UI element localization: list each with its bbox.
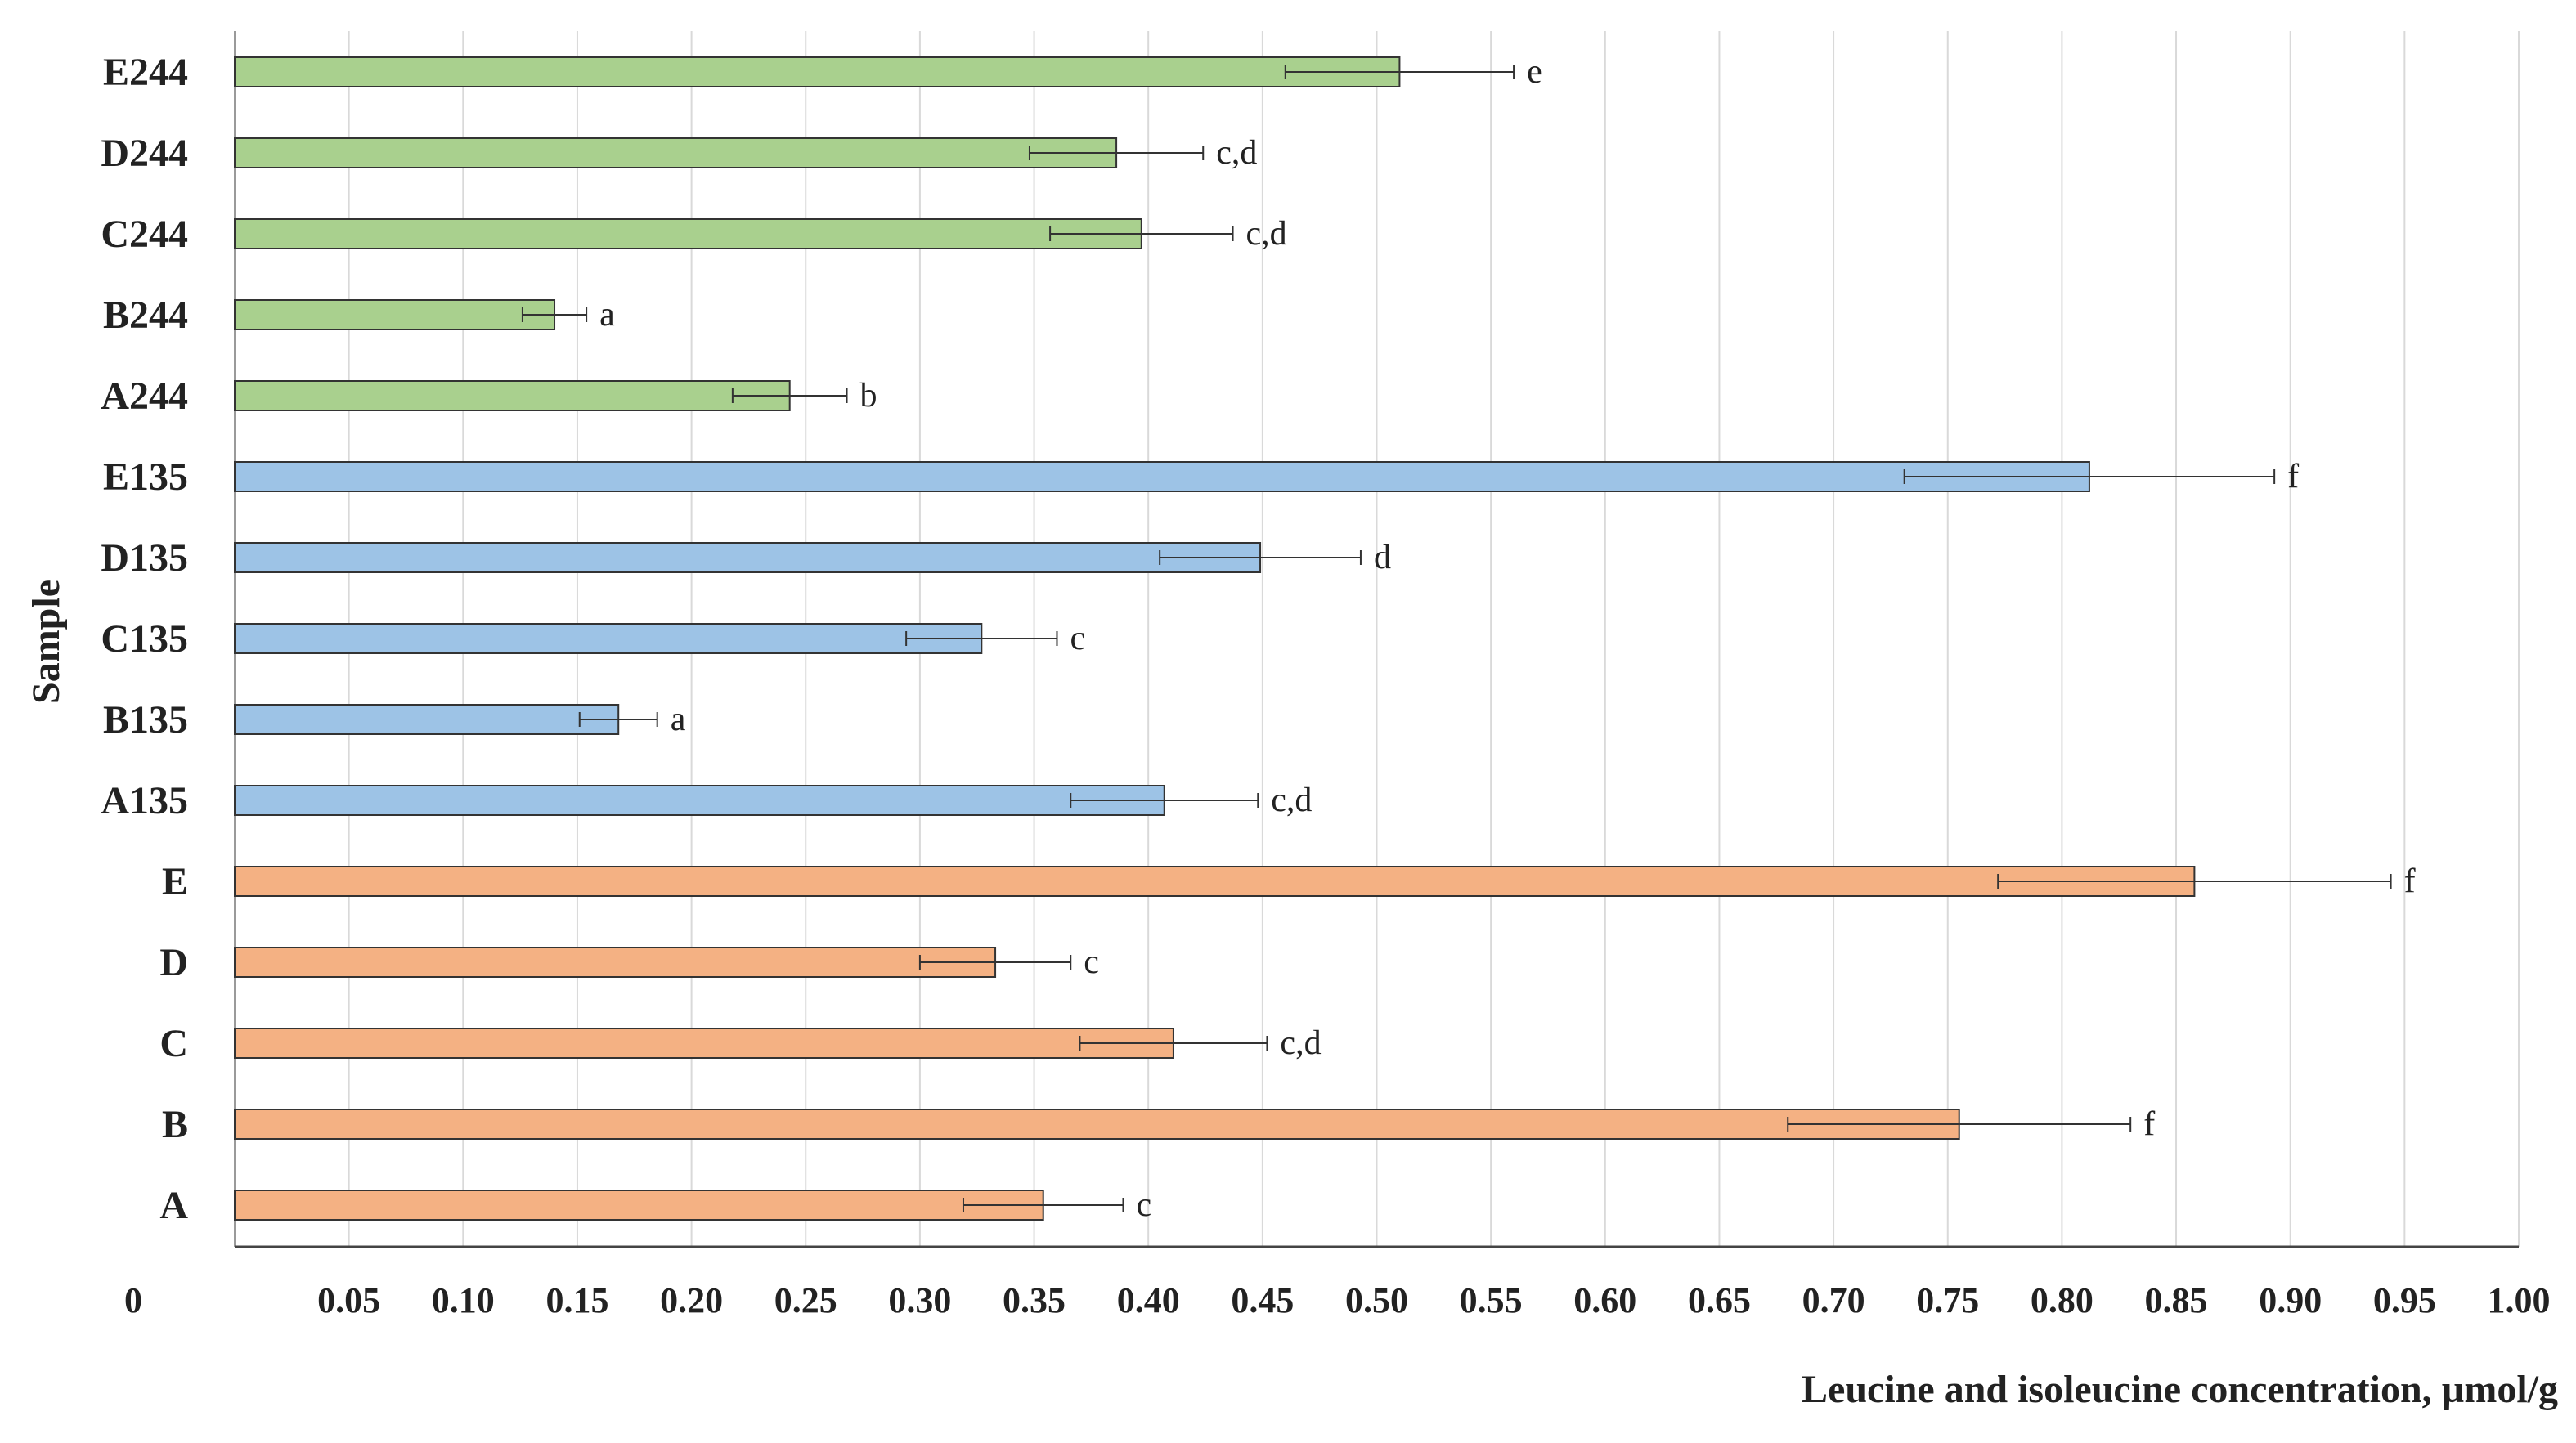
significance-label-d135: d <box>1374 539 1391 576</box>
significance-label-e: f <box>2404 863 2416 900</box>
bar-c <box>234 1028 1174 1059</box>
y-tick-label-c135: C135 <box>101 617 188 661</box>
x-tick-label: 0.50 <box>1345 1280 1408 1320</box>
bar-c135 <box>234 623 983 654</box>
y-tick-label-b: B <box>162 1103 188 1146</box>
significance-label-b244: a <box>599 296 615 334</box>
bar-a135 <box>234 785 1165 816</box>
y-tick-label-c: C <box>159 1022 188 1065</box>
significance-label-c: c,d <box>1280 1024 1321 1062</box>
bar-b135 <box>234 704 620 735</box>
y-tick-label-c244: C244 <box>101 213 188 256</box>
x-tick-label: 0.70 <box>1802 1280 1865 1320</box>
bars-layer: e c,d c,d a b f d c a c,d f c c,d f c <box>234 53 2416 1224</box>
x-tick-labels: 0 0.05 0.10 0.15 0.20 0.25 0.30 0.35 0.40 0.45 0.5… <box>124 1280 2551 1320</box>
x-tick-label: 0.25 <box>774 1280 837 1320</box>
x-tick-label: 0.80 <box>2031 1280 2094 1320</box>
x-tick-label: 0.35 <box>1003 1280 1066 1320</box>
x-tick-label: 0.75 <box>1916 1280 1979 1320</box>
bar-d <box>234 947 997 978</box>
x-tick-label: 0.20 <box>660 1280 723 1320</box>
y-tick-labels: E244 D244 C244 B244 A244 E135 D135 C135 B135 A135… <box>101 51 188 1227</box>
significance-label-c135: c <box>1070 620 1085 657</box>
y-tick-label-a244: A244 <box>101 374 188 418</box>
x-tick-label: 0.55 <box>1460 1280 1523 1320</box>
y-tick-label-a135: A135 <box>101 779 188 822</box>
significance-label-a244: b <box>860 377 877 415</box>
y-tick-label-a: A <box>159 1184 188 1227</box>
significance-label-d: c <box>1084 943 1099 981</box>
x-tick-label: 0.40 <box>1117 1280 1180 1320</box>
x-tick-label: 1.00 <box>2488 1280 2551 1320</box>
x-tick-label: 0.15 <box>545 1280 608 1320</box>
bar-c244 <box>234 218 1142 249</box>
x-tick-label: 0.30 <box>888 1280 951 1320</box>
x-tick-label: 0.05 <box>317 1280 380 1320</box>
bar-a244 <box>234 380 791 411</box>
significance-label-a: c <box>1136 1186 1151 1224</box>
x-axis-title: Leucine and isoleucine concentration, µm… <box>1802 1368 2558 1411</box>
y-tick-label-e244: E244 <box>103 51 188 94</box>
significance-label-b: f <box>2143 1105 2155 1143</box>
y-tick-label-d135: D135 <box>101 536 188 580</box>
bar-b244 <box>234 299 556 330</box>
significance-label-e244: e <box>1527 53 1542 91</box>
significance-label-c244: c,d <box>1246 215 1287 253</box>
y-axis-title: Sample <box>25 580 68 704</box>
bar-d244 <box>234 137 1118 168</box>
bar-d135 <box>234 542 1262 573</box>
x-tick-label: 0.10 <box>432 1280 495 1320</box>
bar-b <box>234 1109 1960 1140</box>
bar-e <box>234 866 2196 897</box>
bar-e135 <box>234 461 2090 492</box>
y-tick-label-e135: E135 <box>103 455 188 499</box>
y-tick-label-d: D <box>159 941 188 984</box>
significance-label-a135: c,d <box>1271 782 1312 819</box>
y-tick-label-b135: B135 <box>103 698 188 742</box>
x-tick-label: 0.60 <box>1573 1280 1636 1320</box>
x-tick-label: 0.95 <box>2373 1280 2436 1320</box>
y-tick-label-d244: D244 <box>101 132 188 175</box>
significance-label-d244: c,d <box>1216 134 1257 172</box>
significance-label-b135: a <box>671 701 686 738</box>
x-tick-label: 0.45 <box>1231 1280 1294 1320</box>
x-tick-label: 0.90 <box>2259 1280 2322 1320</box>
y-tick-label-e: E <box>162 860 188 903</box>
significance-label-e135: f <box>2287 458 2299 495</box>
x-tick-label: 0.85 <box>2145 1280 2208 1320</box>
bar-e244 <box>234 56 1401 87</box>
x-tick-label: 0.65 <box>1688 1280 1751 1320</box>
bar-a <box>234 1190 1044 1221</box>
y-tick-label-b244: B244 <box>103 294 188 337</box>
x-tick-label: 0 <box>124 1280 142 1320</box>
